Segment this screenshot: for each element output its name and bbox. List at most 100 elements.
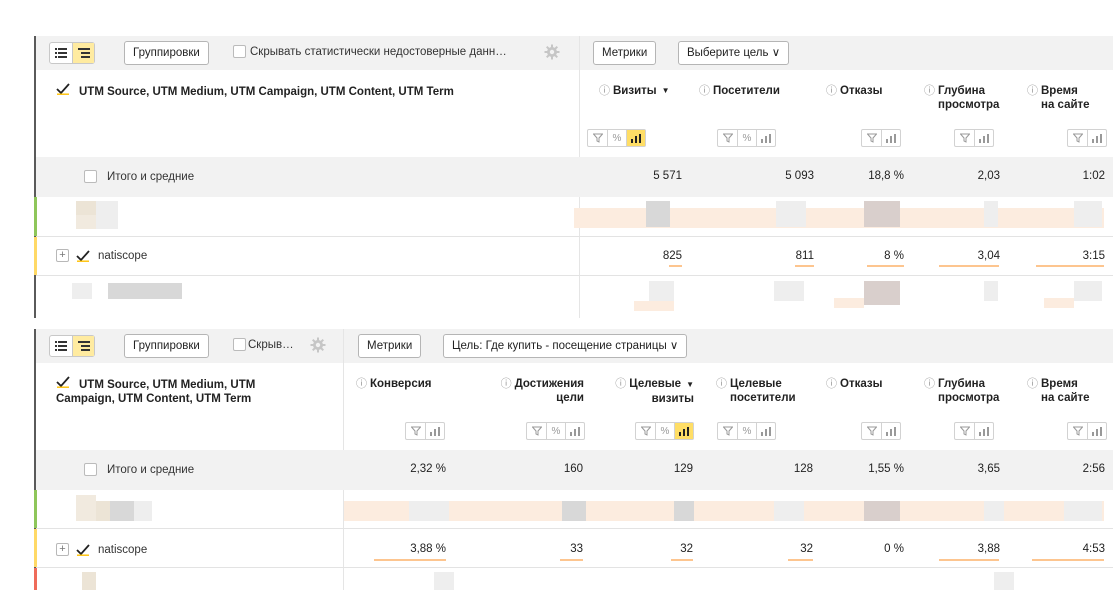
blurred-content [108,283,182,299]
filter-icon[interactable] [862,423,881,439]
checkbox[interactable] [84,463,97,476]
help-icon[interactable]: ⓘ [924,85,935,97]
column-header-time[interactable]: ⓘ Время на сайте [1027,377,1107,405]
help-icon[interactable]: ⓘ [599,85,610,97]
bar-chart-icon[interactable] [756,130,775,146]
dimension-header[interactable]: UTM Source, UTM Medium, UTM Campaign, UT… [56,83,566,99]
list-view-button[interactable] [50,43,72,63]
list-view-button[interactable] [50,336,72,356]
dimension-header-label: UTM Source, UTM Medium, UTM [79,378,255,392]
help-icon[interactable]: ⓘ [826,85,837,97]
groupings-button[interactable]: Группировки [124,334,209,358]
tree-view-button[interactable] [72,43,94,63]
bar-chart-icon[interactable] [974,423,993,439]
help-icon[interactable]: ⓘ [826,378,837,390]
checkbox[interactable] [233,45,246,58]
blurred-content [110,501,134,521]
column-header-visitors[interactable]: ⓘ Посетители [699,84,799,98]
blurred-content [134,501,152,521]
column-controls-time [1067,129,1107,147]
table-row-label[interactable]: + natiscope [56,249,147,262]
row-color-marker [34,568,37,590]
sort-desc-icon[interactable]: ▼ [686,380,694,389]
blurred-content [776,201,806,227]
help-icon[interactable]: ⓘ [500,378,512,390]
checkmark-icon[interactable] [56,83,70,95]
hide-unreliable-checkbox[interactable]: Скрыв… [233,338,294,351]
hide-unreliable-checkbox[interactable]: Скрывать статистически недостоверные дан… [233,45,507,58]
bar-chart-icon[interactable] [974,130,993,146]
bar-chart-icon[interactable] [626,130,645,146]
dimension-header[interactable]: UTM Source, UTM Medium, UTM [56,376,336,392]
column-header-depth[interactable]: ⓘ Глубина просмотра [924,377,1009,405]
checkmark-icon[interactable] [76,249,90,262]
checkbox[interactable] [84,170,97,183]
filter-icon[interactable] [718,423,737,439]
column-header-bounces[interactable]: ⓘ Отказы [826,377,906,391]
bar-chart-icon[interactable] [1087,423,1106,439]
checkmark-icon[interactable] [76,543,90,556]
help-icon[interactable]: ⓘ [1027,378,1038,390]
help-icon[interactable]: ⓘ [716,378,727,390]
gear-icon[interactable] [310,337,326,353]
goal-select[interactable]: Выберите цель ∨ [678,41,790,65]
goal-select[interactable]: Цель: Где купить - посещение страницы ∨ [443,334,688,358]
bar-chart-icon[interactable] [881,423,900,439]
bar-chart-icon[interactable] [881,130,900,146]
totals-label: Итого и средние [107,463,195,476]
percent-button[interactable]: % [607,130,626,146]
column-header-depth[interactable]: ⓘ Глубина просмотра [924,84,1009,112]
percent-button[interactable]: % [655,423,674,439]
sort-desc-icon[interactable]: ▼ [661,86,670,95]
column-header-goal-visitors[interactable]: ⓘ Целевые посетители [716,377,816,405]
gear-icon[interactable] [544,44,560,60]
expand-icon[interactable]: + [56,249,69,262]
column-title-line: просмотра [938,99,1000,111]
column-header-visits[interactable]: ⓘ Визиты ▼ [599,84,689,98]
bar-chart-icon[interactable] [674,423,693,439]
table-row-label[interactable]: + natiscope [56,543,147,556]
panel-left-border [34,36,36,318]
column-title: Достижения цели [515,377,584,405]
column-header-goal-reaches[interactable]: ⓘ Достижения цели [474,377,584,405]
filter-icon[interactable] [955,423,974,439]
bar-chart-icon[interactable] [565,423,584,439]
help-icon[interactable]: ⓘ [1027,85,1038,97]
help-icon[interactable]: ⓘ [615,378,627,390]
filter-icon[interactable] [718,130,737,146]
help-icon[interactable]: ⓘ [699,85,710,97]
filter-icon[interactable] [406,423,425,439]
column-header-time[interactable]: ⓘ Время на сайте [1027,84,1107,112]
filter-icon[interactable] [588,130,607,146]
bar-chart-icon[interactable] [756,423,775,439]
column-header-conversion[interactable]: ⓘ Конверсия [356,377,446,391]
list-icon [55,341,67,351]
hide-unreliable-label: Скрыв… [248,338,294,351]
filter-icon[interactable] [1068,423,1087,439]
percent-button[interactable]: % [546,423,565,439]
checkmark-icon[interactable] [56,376,70,388]
help-icon[interactable]: ⓘ [356,378,367,390]
blurred-content [562,501,586,521]
metrics-button[interactable]: Метрики [593,41,657,65]
expand-icon[interactable]: + [56,543,69,556]
percent-button[interactable]: % [737,130,756,146]
total-value: 2,32 % [410,463,446,475]
filter-icon[interactable] [1068,130,1087,146]
checkbox[interactable] [233,338,246,351]
filter-icon[interactable] [636,423,655,439]
help-icon[interactable]: ⓘ [924,378,935,390]
value-bar [374,559,446,561]
bar-chart-icon[interactable] [425,423,444,439]
groupings-button[interactable]: Группировки [124,41,209,65]
metrics-button[interactable]: Метрики [358,334,422,358]
column-header-goal-visits[interactable]: ⓘ Целевые ▼ визиты [594,377,694,406]
filter-icon[interactable] [862,130,881,146]
bar-chart-icon[interactable] [1087,130,1106,146]
filter-icon[interactable] [527,423,546,439]
column-header-bounces[interactable]: ⓘ Отказы [826,84,906,98]
blurred-content [994,572,1014,590]
tree-view-button[interactable] [72,336,94,356]
percent-button[interactable]: % [737,423,756,439]
filter-icon[interactable] [955,130,974,146]
